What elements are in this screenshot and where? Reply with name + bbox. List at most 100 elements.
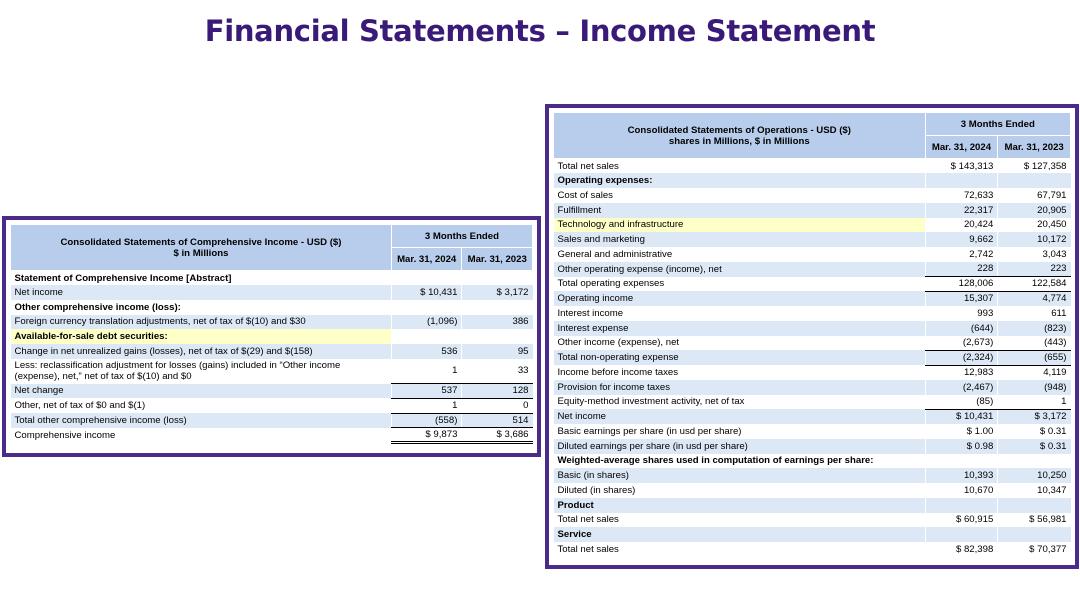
row-label: Total non-operating expense [553,350,926,365]
table-row: Equity-method investment activity, net o… [553,394,1071,410]
value-2024: 537 [390,383,462,399]
value-2023: 67,791 [997,188,1071,203]
column-header-2024: Mar. 31, 2024 [390,247,463,271]
row-label: Cost of sales [553,188,926,203]
comprehensive-income-table: Consolidated Statements of Comprehensive… [10,224,534,444]
table-row: Total non-operating expense (2,324) (655) [553,350,1071,366]
value-2024: (1,096) [390,314,462,330]
value-2023: 611 [997,306,1071,321]
value-2024: 20,424 [924,217,998,233]
value-2023: $ 0.31 [997,424,1071,439]
table-row: Operating expenses: [553,173,1071,188]
value-2024: $ 0.98 [924,438,998,454]
value-2023: 128 [461,383,533,399]
value-2024: $ 10,431 [390,285,462,300]
value-2023 [997,173,1071,188]
table-header-title: Consolidated Statements of Comprehensive… [10,224,392,271]
table-row: Available-for-sale debt securities: [10,329,533,344]
header-title-text: Consolidated Statements of Operations - … [627,124,851,136]
value-2023: 20,905 [997,202,1071,218]
row-label: Total net sales [553,542,926,557]
value-2023 [997,497,1071,513]
operations-panel: Consolidated Statements of Operations - … [545,104,1079,569]
column-header-2023: Mar. 31, 2023 [997,135,1071,159]
value-2024: 15,307 [924,291,998,306]
table-row: Statement of Comprehensive Income [Abstr… [10,270,533,286]
row-label: Interest income [553,306,926,321]
table-row: Total net sales $ 60,915 $ 56,981 [553,512,1071,528]
value-2023 [461,329,533,344]
value-2023 [461,299,533,315]
row-label: Total net sales [553,512,926,528]
table-row: Income before income taxes 12,983 4,119 [553,365,1071,380]
row-label: Other operating expense (income), net [553,261,926,277]
value-2023: 122,584 [997,276,1071,292]
value-2023: 10,347 [997,483,1071,498]
value-2024 [924,497,998,513]
value-2024: $ 82,398 [924,542,998,557]
value-2024: (2,673) [924,335,998,351]
table-row: Change in net unrealized gains (losses),… [10,343,533,359]
value-2024: $ 10,431 [924,409,998,424]
table-row: Interest income 993 611 [553,306,1071,321]
value-2023: 0 [461,398,533,414]
row-label: Statement of Comprehensive Income [Abstr… [10,270,392,286]
row-label: Net change [10,383,392,399]
table-row: Total net sales $ 82,398 $ 70,377 [553,542,1071,557]
value-2023: $ 70,377 [997,542,1071,557]
table-row: Comprehensive income $ 9,873 $ 3,686 [10,427,533,444]
value-2024: $ 60,915 [924,512,998,528]
table-header-title: Consolidated Statements of Operations - … [553,112,926,159]
operations-table: Consolidated Statements of Operations - … [553,112,1072,557]
row-label: Provision for income taxes [553,379,926,395]
table-row: Other income (expense), net (2,673) (443) [553,335,1071,351]
row-label: Basic earnings per share (in usd per sha… [553,424,926,439]
value-2023: $ 0.31 [997,438,1071,454]
table-row: Diluted (in shares) 10,670 10,347 [553,483,1071,498]
value-2023: $ 3,686 [461,427,533,444]
value-2023: (823) [997,320,1071,336]
row-label: Net income [553,409,926,424]
value-2024: 2,742 [924,247,998,262]
table-row: Product [553,497,1071,513]
row-label: Comprehensive income [10,427,392,443]
row-label: Total net sales [553,158,926,174]
table-row: Other comprehensive income (loss): [10,299,533,315]
value-2023: 386 [461,314,533,330]
value-2024 [390,329,462,344]
table-row: Other, net of tax of $0 and $(1) 1 0 [10,398,533,414]
value-2024: 536 [390,343,462,359]
table-row: Foreign currency translation adjustments… [10,314,533,330]
table-row: Provision for income taxes (2,467) (948) [553,379,1071,395]
value-2024: 12,983 [924,365,998,380]
table-row: Technology and infrastructure 20,424 20,45… [553,217,1071,233]
row-label: Income before income taxes [553,365,926,380]
table-row: Net change 537 128 [10,383,533,399]
row-label: Technology and infrastructure [553,217,926,233]
row-label: Other comprehensive income (loss): [10,299,392,315]
table-row: Interest expense (644) (823) [553,320,1071,336]
value-2024 [924,527,998,542]
value-2023: 33 [461,358,533,385]
value-2024 [390,270,462,286]
column-header-2024: Mar. 31, 2024 [924,135,999,159]
row-label: Interest expense [553,320,926,336]
table-row: Basic (in shares) 10,393 10,250 [553,468,1071,483]
row-label: Operating expenses: [553,173,926,188]
table-row: Sales and marketing 9,662 10,172 [553,232,1071,247]
value-2023: $ 3,172 [997,409,1071,424]
table-row: Operating income 15,307 4,774 [553,291,1071,306]
table-row: Weighted-average shares used in computat… [553,453,1071,469]
table-row: Net income $ 10,431 $ 3,172 [553,409,1071,424]
value-2023: 514 [461,413,533,429]
row-label: Less: reclassification adjustment for lo… [10,358,392,384]
value-2024: (2,467) [924,379,998,395]
header-title-text: Consolidated Statements of Comprehensive… [60,236,342,248]
table-row: Service [553,527,1071,542]
value-2023: 1 [997,394,1071,410]
value-2024 [924,453,998,469]
value-2023 [997,527,1071,542]
table-row: Net income $ 10,431 $ 3,172 [10,285,533,300]
row-label: Net income [10,285,392,300]
value-2024: (644) [924,320,998,336]
